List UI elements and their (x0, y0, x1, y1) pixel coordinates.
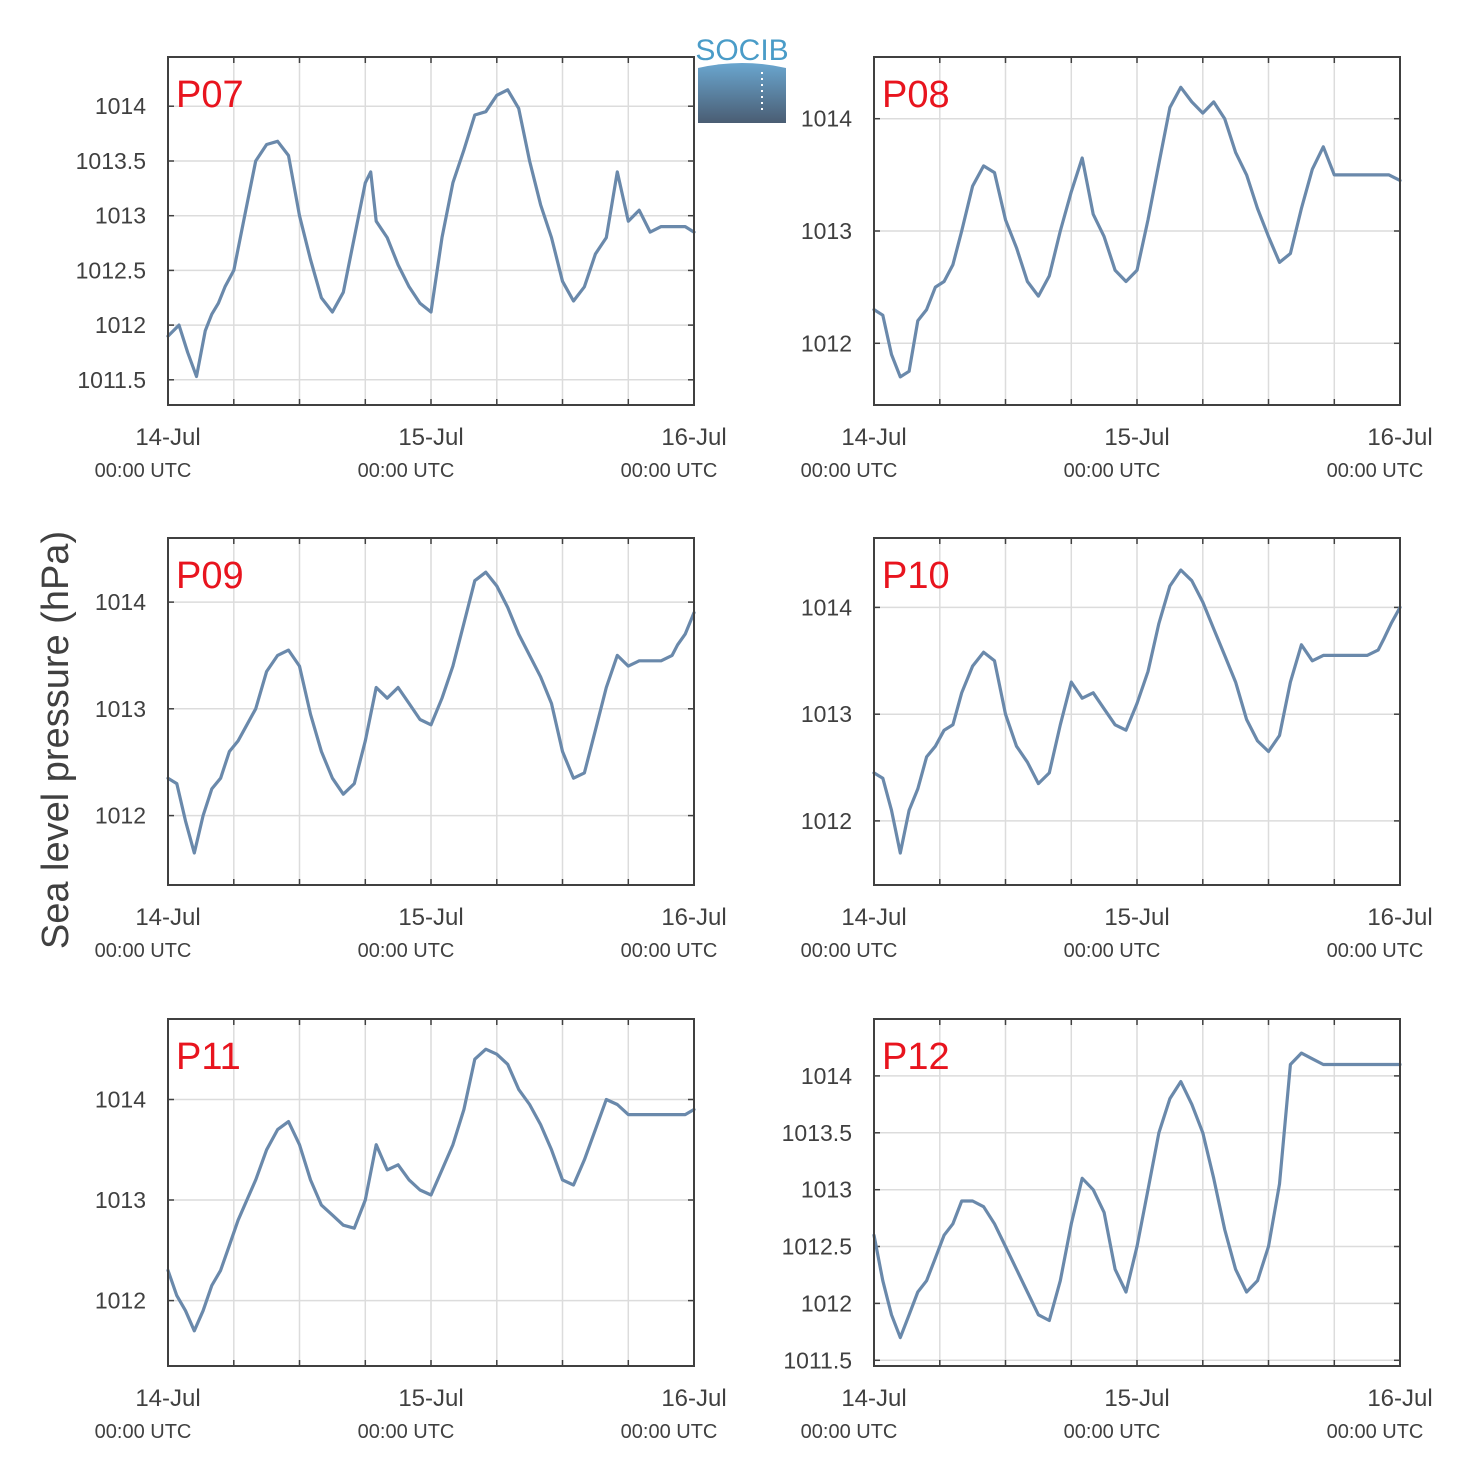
station-label: P11 (176, 1036, 241, 1078)
plot-frame (167, 1018, 695, 1367)
y-tick-label: 1013 (95, 696, 146, 722)
panels: 1011.5 1012 1012.5 1013 1013.5 1014 14-Jul 00:0… (76, 56, 1433, 1443)
y-tick-label: 1012 (95, 803, 146, 829)
x-tick-sublabel: 00:00 UTC (1327, 460, 1424, 482)
chart-panel-p08: 1012 1013 1014 14-Jul 00:00 UTC 15-Jul 00:00 U… (801, 56, 1433, 482)
x-tick-sublabel: 00:00 UTC (358, 460, 455, 482)
station-label: P10 (882, 555, 950, 597)
logo-wave-icon (698, 63, 786, 123)
logo-text: SOCIB (695, 34, 788, 67)
series-line-p08 (872, 85, 1402, 379)
x-tick-sublabel: 00:00 UTC (358, 940, 455, 962)
y-tick-label: 1014 (801, 594, 852, 620)
x-tick-sublabel: 00:00 UTC (801, 1421, 898, 1443)
x-tick-label: 16-Jul (661, 424, 726, 451)
x-tick-label: 15-Jul (1104, 1385, 1169, 1412)
x-tick-label: 15-Jul (398, 904, 463, 931)
series-line-p10 (872, 568, 1402, 855)
y-tick-label: 1014 (95, 1087, 146, 1113)
x-tick-sublabel: 00:00 UTC (621, 940, 718, 962)
y-axis-label: Sea level pressure (hPa) (35, 531, 77, 949)
y-tick-label: 1014 (801, 1063, 852, 1089)
plot-frame (873, 56, 1401, 406)
x-tick-sublabel: 00:00 UTC (1064, 460, 1161, 482)
x-tick-label: 16-Jul (661, 904, 726, 931)
chart-panel-p09: 1012 1013 1014 14-Jul 00:00 UTC 15-Jul 00:00 U… (95, 537, 727, 962)
chart-panel-p07: 1011.5 1012 1012.5 1013 1013.5 1014 14-Jul 00:0… (76, 56, 727, 482)
x-tick-label: 15-Jul (398, 1385, 463, 1412)
x-tick-label: 16-Jul (661, 1385, 726, 1412)
chart-panel-p12: 1011.5 1012 1012.5 1013 1013.5 1014 14-Jul 00:0… (782, 1018, 1433, 1443)
plot-frame (873, 537, 1401, 886)
chart-panel-p11: 1012 1013 1014 14-Jul 00:00 UTC 15-Jul 00:00 U… (95, 1018, 727, 1443)
y-tick-label: 1012 (801, 330, 852, 356)
x-tick-sublabel: 00:00 UTC (1064, 940, 1161, 962)
station-label: P12 (882, 1036, 950, 1078)
station-label: P09 (176, 555, 244, 597)
y-tick-label: 1012 (801, 808, 852, 834)
y-tick-label: 1013.5 (782, 1120, 852, 1146)
x-tick-label: 15-Jul (398, 424, 463, 451)
y-tick-label: 1012 (95, 312, 146, 338)
y-tick-label: 1013 (801, 1177, 852, 1203)
y-tick-label: 1014 (95, 93, 146, 119)
logo: SOCIB (695, 34, 789, 123)
x-tick-sublabel: 00:00 UTC (358, 1421, 455, 1443)
x-tick-label: 14-Jul (841, 904, 906, 931)
x-tick-label: 14-Jul (135, 1385, 200, 1412)
y-tick-label: 1011.5 (77, 367, 146, 393)
y-tick-label: 1013 (801, 218, 852, 244)
x-tick-sublabel: 00:00 UTC (95, 940, 192, 962)
x-tick-label: 16-Jul (1367, 904, 1432, 931)
x-tick-sublabel: 00:00 UTC (621, 460, 718, 482)
series-line-p07 (166, 88, 696, 379)
x-tick-sublabel: 00:00 UTC (1064, 1421, 1161, 1443)
x-tick-label: 14-Jul (135, 904, 200, 931)
x-tick-sublabel: 00:00 UTC (621, 1421, 718, 1443)
y-tick-label: 1013 (95, 203, 146, 229)
series-line-p12 (872, 1051, 1402, 1340)
x-tick-label: 14-Jul (841, 424, 906, 451)
station-label: P07 (176, 74, 244, 116)
x-tick-label: 16-Jul (1367, 424, 1432, 451)
y-tick-label: 1013 (801, 701, 852, 727)
station-label: P08 (882, 74, 950, 116)
y-tick-label: 1014 (95, 589, 146, 615)
y-tick-label: 1011.5 (783, 1347, 852, 1373)
chart-panel-p10: 1012 1013 1014 14-Jul 00:00 UTC 15-Jul 00:00 U… (801, 537, 1433, 962)
series-line-p11 (166, 1047, 696, 1333)
plot-frame (167, 56, 695, 406)
series-line-p09 (166, 570, 696, 855)
x-tick-sublabel: 00:00 UTC (801, 940, 898, 962)
y-tick-label: 1013.5 (76, 148, 146, 174)
y-tick-label: 1012.5 (76, 257, 146, 283)
x-tick-sublabel: 00:00 UTC (95, 1421, 192, 1443)
y-tick-label: 1012.5 (782, 1234, 852, 1260)
y-tick-label: 1013 (95, 1187, 146, 1213)
x-tick-label: 15-Jul (1104, 904, 1169, 931)
y-tick-label: 1012 (801, 1290, 852, 1316)
plot-frame (167, 537, 695, 886)
x-tick-sublabel: 00:00 UTC (1327, 1421, 1424, 1443)
y-tick-label: 1014 (801, 106, 852, 132)
x-tick-label: 14-Jul (135, 424, 200, 451)
x-tick-sublabel: 00:00 UTC (1327, 940, 1424, 962)
x-tick-label: 16-Jul (1367, 1385, 1432, 1412)
x-tick-label: 14-Jul (841, 1385, 906, 1412)
x-tick-sublabel: 00:00 UTC (95, 460, 192, 482)
y-tick-label: 1012 (95, 1288, 146, 1314)
plot-frame (873, 1018, 1401, 1367)
x-tick-label: 15-Jul (1104, 424, 1169, 451)
x-tick-sublabel: 00:00 UTC (801, 460, 898, 482)
